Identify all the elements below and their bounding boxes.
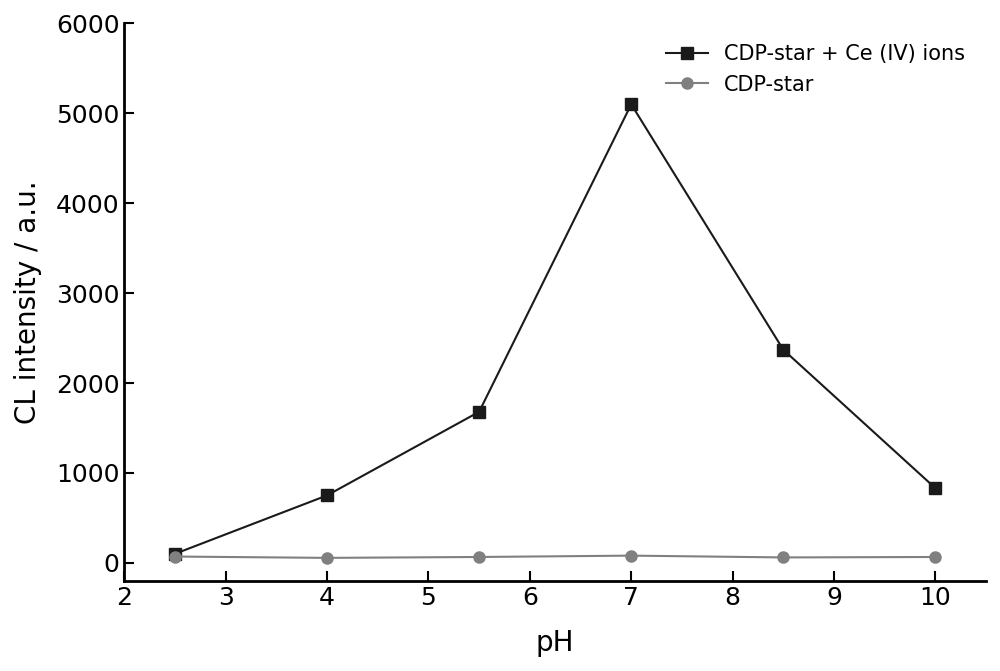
CDP-star — [473, 553, 485, 561]
CDP-star — [169, 552, 181, 560]
CDP-star — [321, 554, 333, 562]
Line: CDP-star: CDP-star — [169, 550, 941, 564]
CDP-star + Ce (IV) ions — [777, 346, 789, 354]
Line: CDP-star + Ce (IV) ions: CDP-star + Ce (IV) ions — [169, 99, 941, 560]
CDP-star + Ce (IV) ions — [473, 408, 485, 416]
CDP-star + Ce (IV) ions — [929, 484, 941, 493]
CDP-star — [625, 552, 637, 560]
CDP-star + Ce (IV) ions — [321, 491, 333, 499]
Legend: CDP-star + Ce (IV) ions, CDP-star: CDP-star + Ce (IV) ions, CDP-star — [656, 34, 976, 105]
CDP-star + Ce (IV) ions — [625, 100, 637, 108]
CDP-star + Ce (IV) ions — [169, 550, 181, 558]
Y-axis label: CL intensity / a.u.: CL intensity / a.u. — [14, 180, 42, 424]
CDP-star — [777, 554, 789, 562]
CDP-star — [929, 553, 941, 561]
X-axis label: pH: pH — [536, 629, 574, 657]
